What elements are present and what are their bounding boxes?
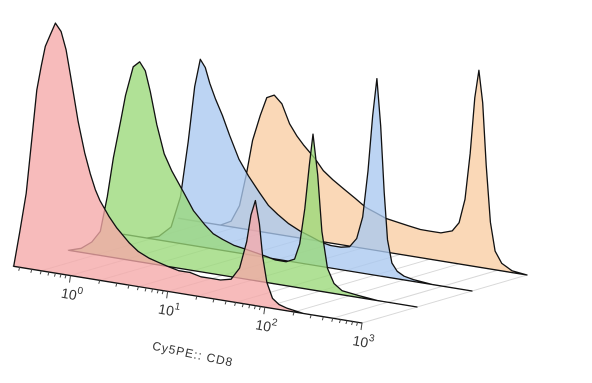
x-tick-2-3 (309, 314, 312, 319)
x-tick-0-8 (156, 289, 159, 294)
depth-grid-line-9 (332, 269, 498, 319)
x-tick-1-5 (234, 302, 237, 307)
x-tick-2-9 (356, 322, 359, 326)
histogram-series-0 (13, 22, 363, 324)
x-tick-2-5 (331, 318, 334, 322)
x-tick--1-4 (30, 269, 33, 273)
x-tick-0-1 (69, 275, 71, 283)
x-tick-label-base-2: 10 (254, 316, 272, 334)
x-tick-1-4 (224, 300, 227, 305)
x-tick-2-6 (338, 319, 341, 324)
x-tick-1-1 (166, 291, 169, 299)
depth-grid-line-10 (361, 274, 528, 324)
x-tick-label-exp-0: 0 (77, 285, 85, 297)
x-tick-label-exp-3: 3 (368, 333, 376, 345)
x-tick-0-9 (161, 290, 164, 295)
x-tick-label-0: 100 (60, 283, 84, 304)
series-layer (13, 22, 528, 324)
x-tick-label-1: 101 (157, 299, 181, 320)
x-axis-title: Cy5PE:: CD8 (151, 339, 234, 370)
x-tick-1-9 (258, 306, 261, 311)
x-tick--1-7 (53, 272, 56, 277)
x-tick-1-3 (212, 298, 215, 303)
x-tick-3-1 (360, 322, 363, 331)
histogram-series-1 (68, 61, 418, 308)
x-tick--1-6 (47, 271, 50, 276)
x-tick-0-2 (98, 280, 101, 284)
x-tick-2-7 (345, 320, 348, 325)
x-tick--1-9 (64, 274, 67, 279)
x-tick-0-4 (127, 284, 130, 289)
x-tick-1-7 (248, 304, 251, 309)
x-tick-2-1 (263, 307, 266, 315)
x-tick-2-4 (321, 316, 324, 321)
x-tick-1-8 (253, 305, 256, 310)
x-tick-label-exp-1: 1 (174, 301, 182, 313)
x-tick-label-base-0: 10 (60, 285, 78, 303)
x-tick-label-2: 102 (254, 314, 278, 335)
x-tick-1-2 (195, 295, 198, 300)
x-tick--1-5 (39, 270, 42, 275)
x-tick-0-5 (136, 286, 139, 291)
x-tick-label-base-1: 10 (157, 301, 175, 319)
x-tick-label-base-3: 10 (351, 332, 369, 350)
x-tick--1-8 (59, 273, 62, 278)
x-tick-label-exp-2: 2 (271, 317, 279, 329)
x-tick--1-3 (18, 267, 21, 271)
x-tick-1-6 (241, 303, 244, 308)
axis-layer (18, 267, 363, 331)
x-tick-0-7 (151, 288, 154, 293)
x-tick-2-8 (351, 321, 354, 326)
x-tick-0-6 (144, 287, 147, 292)
x-tick-2-2 (292, 311, 295, 316)
depth-grid-line-8 (293, 263, 460, 313)
depth-grid-line-7 (264, 258, 430, 308)
x-tick-label-3: 103 (351, 330, 375, 351)
x-tick-0-3 (115, 282, 118, 287)
